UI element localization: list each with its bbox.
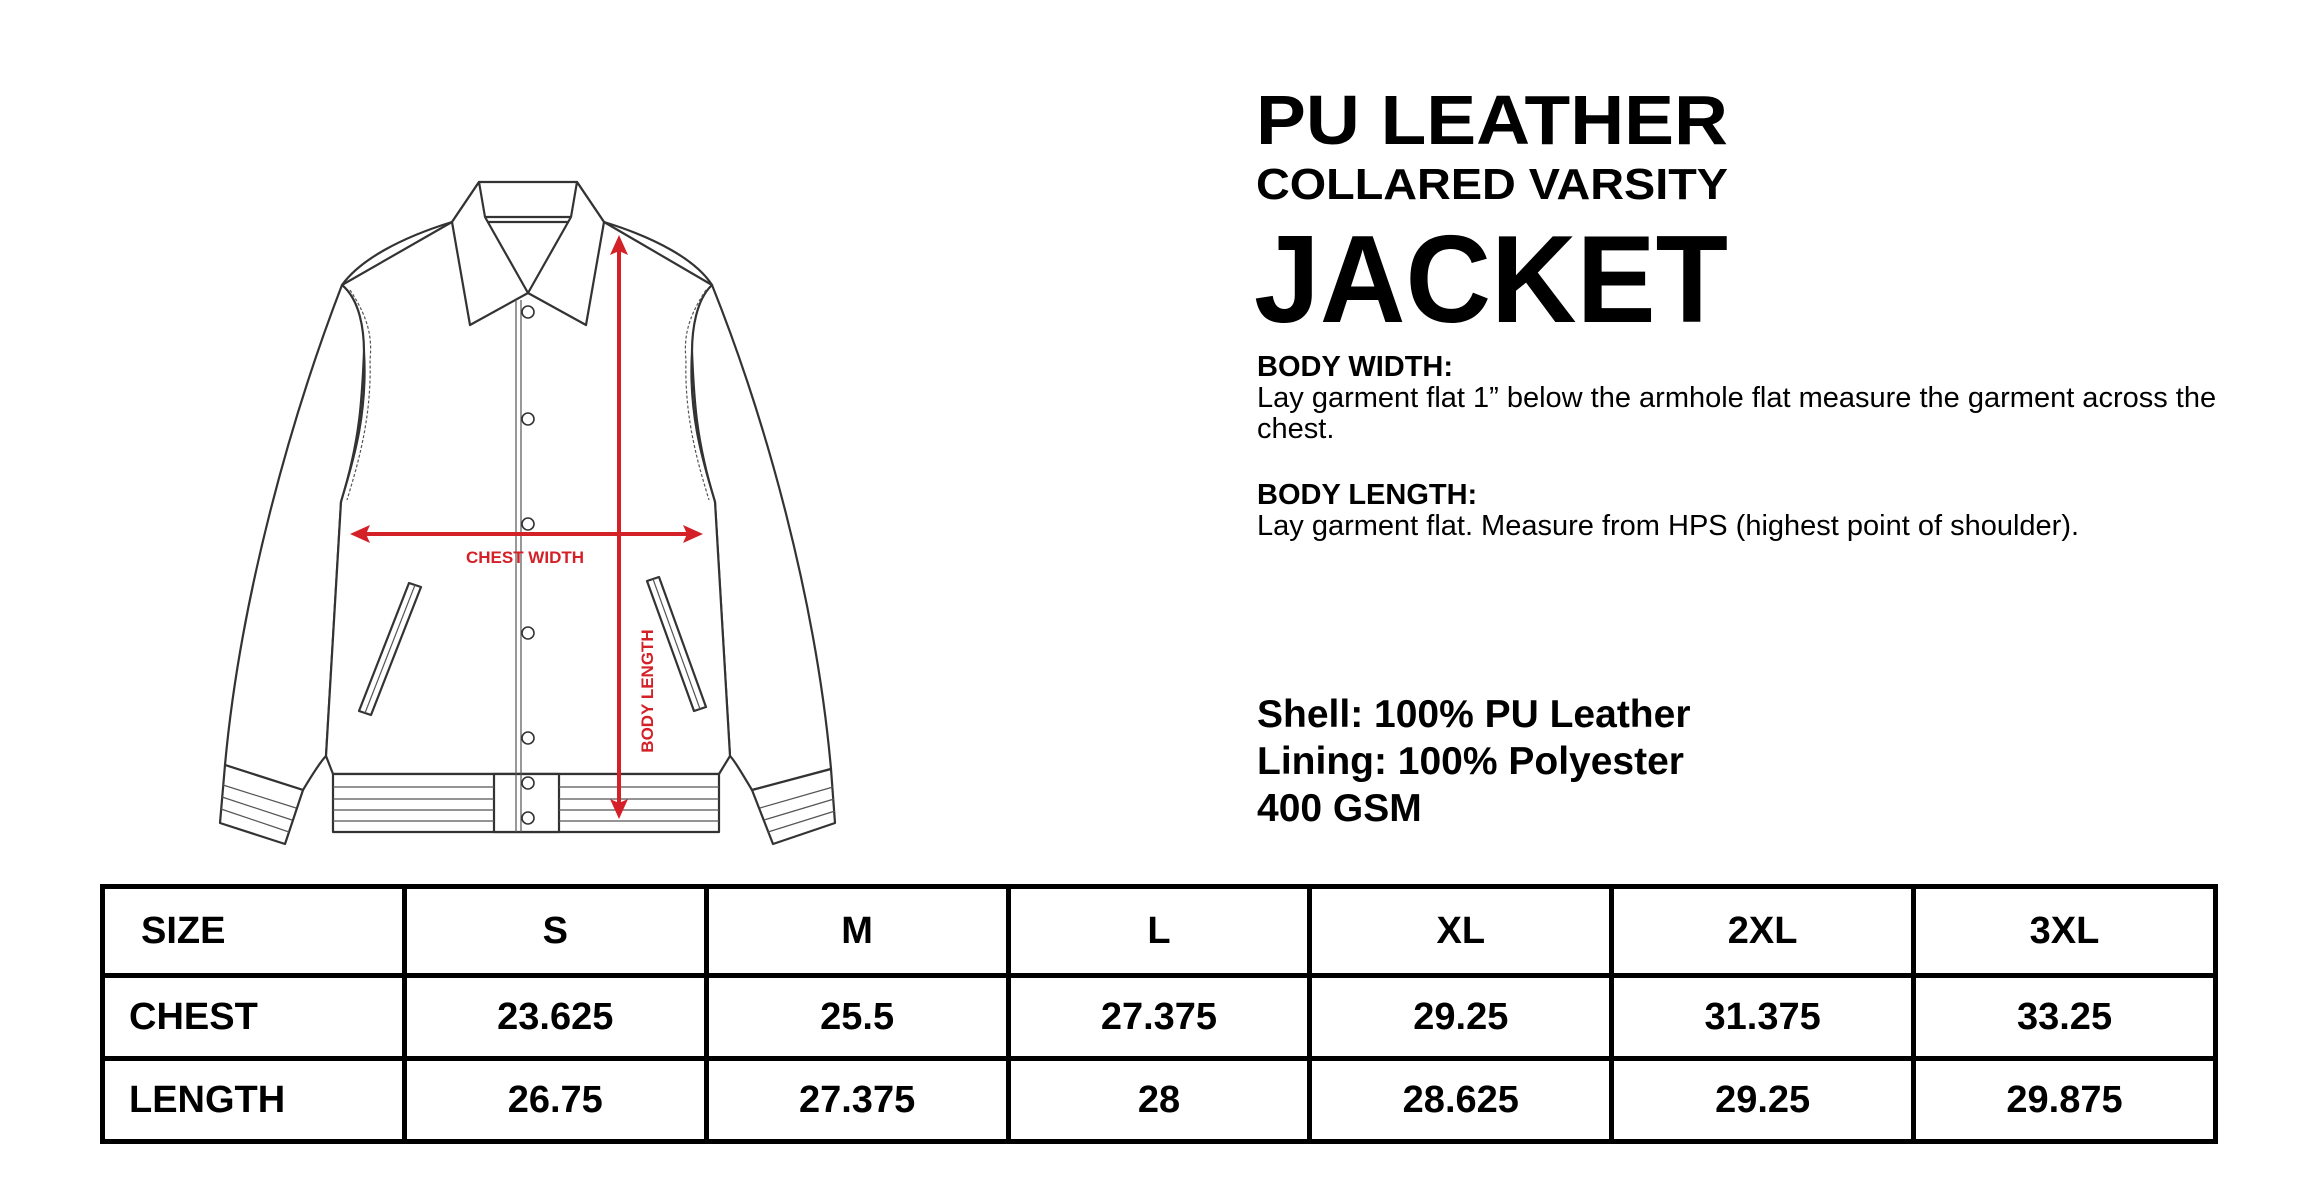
shell-spec: Shell: 100% PU Leather <box>1257 693 1691 736</box>
collar-left <box>450 180 530 327</box>
button <box>521 517 535 531</box>
jacket-diagram: CHEST WIDTH BODY LENGTH <box>218 180 837 846</box>
title-line-3: JACKET <box>1254 211 1728 348</box>
product-title-line-1: PU LEATHER <box>1256 81 1728 159</box>
header-cell: SIZE <box>100 884 407 978</box>
table-row: CHEST 23.625 25.5 27.375 29.25 31.375 33… <box>100 973 2218 1061</box>
row-label: LENGTH <box>100 1056 407 1144</box>
table-row: LENGTH 26.75 27.375 28 28.625 29.25 29.8… <box>100 1056 2218 1144</box>
table-cell: 27.375 <box>703 1056 1011 1144</box>
title-line-1: PU LEATHER <box>1256 81 1728 159</box>
table-cell: 23.625 <box>401 973 709 1061</box>
header-cell: XL <box>1307 884 1615 978</box>
product-title-line-3: JACKET <box>1254 211 1728 348</box>
body-length-instructions: BODY LENGTH: Lay garment flat. Measure f… <box>1257 480 2287 542</box>
button <box>521 626 535 640</box>
left-cuff <box>218 763 305 846</box>
arrowhead-up-icon <box>610 235 628 255</box>
header-cell: 2XL <box>1609 884 1917 978</box>
table-cell: 31.375 <box>1609 973 1917 1061</box>
button <box>521 811 535 825</box>
header-cell: S <box>401 884 709 978</box>
product-title-line-2: COLLARED VARSITY <box>1256 160 1728 209</box>
arrowhead-right-icon <box>683 525 703 543</box>
right-cuff <box>750 767 837 846</box>
body-length-heading: BODY LENGTH: <box>1257 479 1478 511</box>
row-label: CHEST <box>100 973 407 1061</box>
button <box>521 305 535 319</box>
button <box>521 776 535 790</box>
table-cell: 29.875 <box>1911 1056 2218 1144</box>
weight-spec: 400 GSM <box>1257 787 1422 830</box>
button <box>521 412 535 426</box>
table-cell: 25.5 <box>703 973 1011 1061</box>
size-chart-table: SIZE S M L XL 2XL 3XL CHEST 23.625 25.5 … <box>100 884 2218 1144</box>
chest-width-label: CHEST WIDTH <box>466 548 584 567</box>
title-line-2: COLLARED VARSITY <box>1256 160 1728 209</box>
body-width-heading: BODY WIDTH: <box>1257 351 1454 383</box>
collar-right <box>526 180 606 327</box>
table-cell: 29.25 <box>1307 973 1615 1061</box>
body-width-text: Lay garment flat 1” below the armhole fl… <box>1257 382 2217 445</box>
button <box>521 731 535 745</box>
body-length-label: BODY LENGTH <box>638 629 657 752</box>
table-cell: 29.25 <box>1609 1056 1917 1144</box>
header-cell: M <box>703 884 1011 978</box>
table-cell: 33.25 <box>1911 973 2218 1061</box>
table-cell: 28 <box>1005 1056 1313 1144</box>
table-cell: 26.75 <box>401 1056 709 1144</box>
body-width-instructions: BODY WIDTH: Lay garment flat 1” below th… <box>1257 352 2287 445</box>
arrowhead-left-icon <box>350 525 370 543</box>
table-cell: 27.375 <box>1005 973 1313 1061</box>
table-header-row: SIZE S M L XL 2XL 3XL <box>100 884 2218 978</box>
header-cell: L <box>1005 884 1313 978</box>
jacket-body <box>324 220 732 776</box>
body-length-text: Lay garment flat. Measure from HPS (high… <box>1257 510 2080 542</box>
table-cell: 28.625 <box>1307 1056 1615 1144</box>
lining-spec: Lining: 100% Polyester <box>1257 740 1684 783</box>
header-cell: 3XL <box>1911 884 2218 978</box>
arrowhead-down-icon <box>610 799 628 819</box>
